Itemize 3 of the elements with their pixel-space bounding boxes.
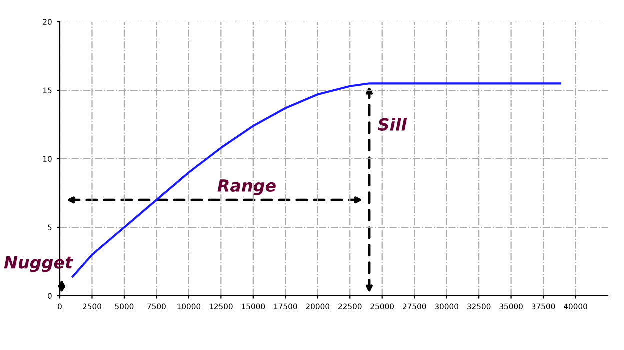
annotation: Range [218, 180, 276, 196]
annotation: Sill [378, 118, 408, 131]
line-series [72, 82, 562, 278]
